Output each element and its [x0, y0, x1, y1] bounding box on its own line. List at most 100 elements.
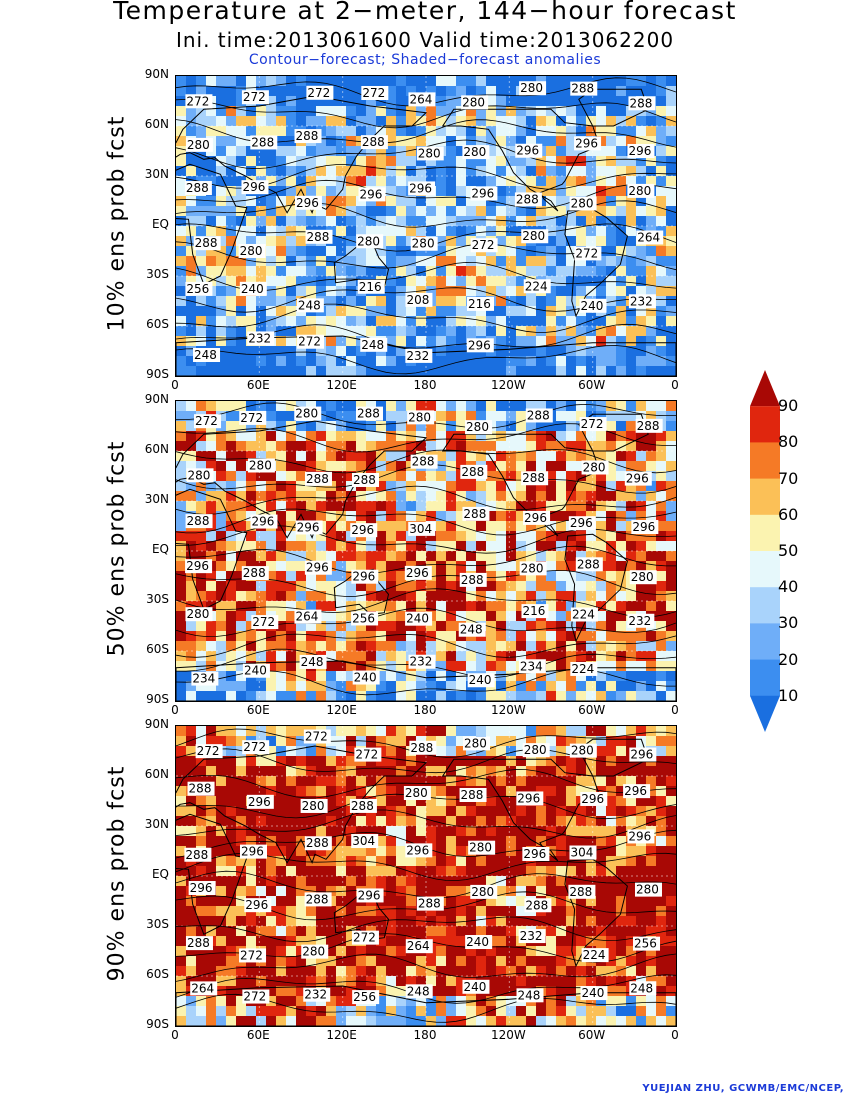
- contour-label: 288: [250, 135, 278, 150]
- map-panel-2: 272 272 280 288 280 280 288 272 288 280 280 288 288 2…: [175, 400, 677, 702]
- svg-text:296: 296: [306, 561, 329, 575]
- contour-label: 288: [460, 464, 488, 479]
- contour-label: 296: [185, 559, 213, 574]
- contour-label: 296: [294, 196, 322, 210]
- lat-tick-label: 60S: [146, 642, 169, 656]
- contour-label: 240: [467, 673, 495, 688]
- svg-text:280: 280: [520, 81, 543, 95]
- credit-text: YUEJIAN ZHU, GCWMB/EMC/NCEP,: [642, 1083, 844, 1094]
- svg-text:280: 280: [466, 420, 489, 434]
- panel-3-ylabel: 90% ens prob fcst: [104, 765, 130, 982]
- svg-text:240: 240: [406, 612, 429, 626]
- contour-label: 296: [239, 844, 267, 859]
- contour-label: 248: [299, 654, 327, 669]
- svg-text:296: 296: [628, 144, 651, 158]
- svg-text:296: 296: [351, 523, 374, 537]
- svg-text:288: 288: [195, 236, 218, 250]
- svg-text:216: 216: [359, 280, 382, 294]
- lat-tick-label: 90N: [144, 67, 169, 81]
- lon-tick-label: 120E: [326, 1028, 357, 1042]
- contour-label: 288: [514, 192, 542, 207]
- svg-text:288: 288: [522, 471, 545, 485]
- svg-text:240: 240: [241, 282, 264, 296]
- lon-tick-label: 120W: [490, 378, 526, 392]
- lat-tick-label: 90S: [146, 692, 169, 706]
- svg-text:208: 208: [406, 293, 429, 307]
- contour-label: 240: [239, 281, 267, 296]
- contour-label: 296: [580, 791, 608, 806]
- lat-tick-label: 30S: [146, 592, 169, 606]
- contour-label: 288: [409, 740, 437, 755]
- contour-label: 288: [351, 472, 379, 487]
- lat-tick-label: 90N: [144, 717, 169, 731]
- legend-note: Contour−forecast; Shaded−forecast anomal…: [248, 52, 602, 68]
- contour-label: 272: [303, 729, 331, 744]
- contour-label: 296: [466, 338, 494, 353]
- contour-label: 216: [521, 604, 549, 619]
- svg-text:288: 288: [629, 96, 652, 110]
- contour-label: 240: [242, 663, 270, 678]
- contour-label: 296: [244, 898, 272, 913]
- contour-label: 296: [295, 520, 323, 535]
- colorbar-tick-label: 30: [778, 613, 799, 633]
- svg-text:296: 296: [406, 566, 429, 580]
- svg-text:288: 288: [357, 407, 380, 421]
- svg-text:280: 280: [295, 407, 318, 421]
- lon-tick-label: 180: [413, 1028, 437, 1042]
- svg-text:296: 296: [471, 187, 494, 201]
- contour-label: 296: [350, 523, 378, 537]
- svg-text:232: 232: [410, 655, 433, 669]
- contour-label: 248: [458, 622, 486, 637]
- svg-text:280: 280: [412, 237, 435, 251]
- contour-label: 232: [247, 331, 275, 346]
- contour-label: 280: [407, 410, 435, 425]
- contour-label: 248: [193, 348, 221, 363]
- svg-text:272: 272: [240, 411, 263, 425]
- colorbar-tick-label: 60: [778, 504, 799, 524]
- lat-tick-label: 30N: [144, 167, 169, 181]
- contour-label: 232: [405, 348, 433, 363]
- lon-tick-label: 120W: [490, 703, 526, 717]
- svg-text:296: 296: [360, 187, 383, 201]
- contour-label: 272: [361, 85, 389, 100]
- contour-label: 256: [352, 990, 380, 1005]
- contour-label: 280: [186, 468, 214, 483]
- svg-text:264: 264: [409, 92, 432, 106]
- svg-text:232: 232: [406, 349, 429, 363]
- svg-text:296: 296: [352, 570, 375, 584]
- svg-text:280: 280: [462, 95, 485, 109]
- map-panel-1: 272 272 272 272 264 280 280 288 288 280 288 288 288 2…: [175, 75, 677, 377]
- svg-text:240: 240: [244, 664, 267, 678]
- contour-label: 288: [459, 787, 487, 802]
- contour-label: 256: [185, 281, 213, 296]
- contour-label: 280: [300, 798, 328, 813]
- contour-label: 264: [405, 939, 433, 954]
- lon-tick-label: 60W: [578, 1028, 606, 1042]
- time-subtitle: Ini. time:2013061600 Valid time:20130622…: [175, 28, 675, 52]
- lat-tick-label: 60N: [144, 442, 169, 456]
- lon-tick-label: 0: [171, 1028, 179, 1042]
- svg-text:288: 288: [571, 82, 594, 96]
- contour-label: 296: [523, 510, 551, 525]
- lon-tick-label: 0: [171, 378, 179, 392]
- contour-label: 216: [467, 296, 495, 311]
- lon-tick-label: 0: [671, 703, 679, 717]
- contour-label: 288: [575, 557, 603, 572]
- contour-label: 288: [355, 406, 383, 421]
- contour-label: 256: [351, 611, 379, 626]
- contour-label: 296: [351, 569, 379, 584]
- contour-label: 280: [416, 146, 444, 161]
- contour-label: 280: [463, 736, 491, 751]
- lat-tick-label: 30S: [146, 267, 169, 281]
- lat-tick-label: EQ: [151, 867, 169, 881]
- svg-text:264: 264: [637, 231, 660, 245]
- svg-text:264: 264: [295, 610, 318, 624]
- contour-label: 288: [524, 898, 552, 913]
- svg-text:288: 288: [186, 181, 209, 195]
- svg-text:288: 288: [410, 741, 433, 755]
- colorbar-tick-label: 10: [778, 685, 799, 705]
- svg-text:272: 272: [195, 414, 218, 428]
- panel-1-ylabel: 10% ens prob fcst: [104, 115, 130, 332]
- contour-label: 248: [296, 298, 324, 313]
- svg-text:272: 272: [298, 335, 321, 349]
